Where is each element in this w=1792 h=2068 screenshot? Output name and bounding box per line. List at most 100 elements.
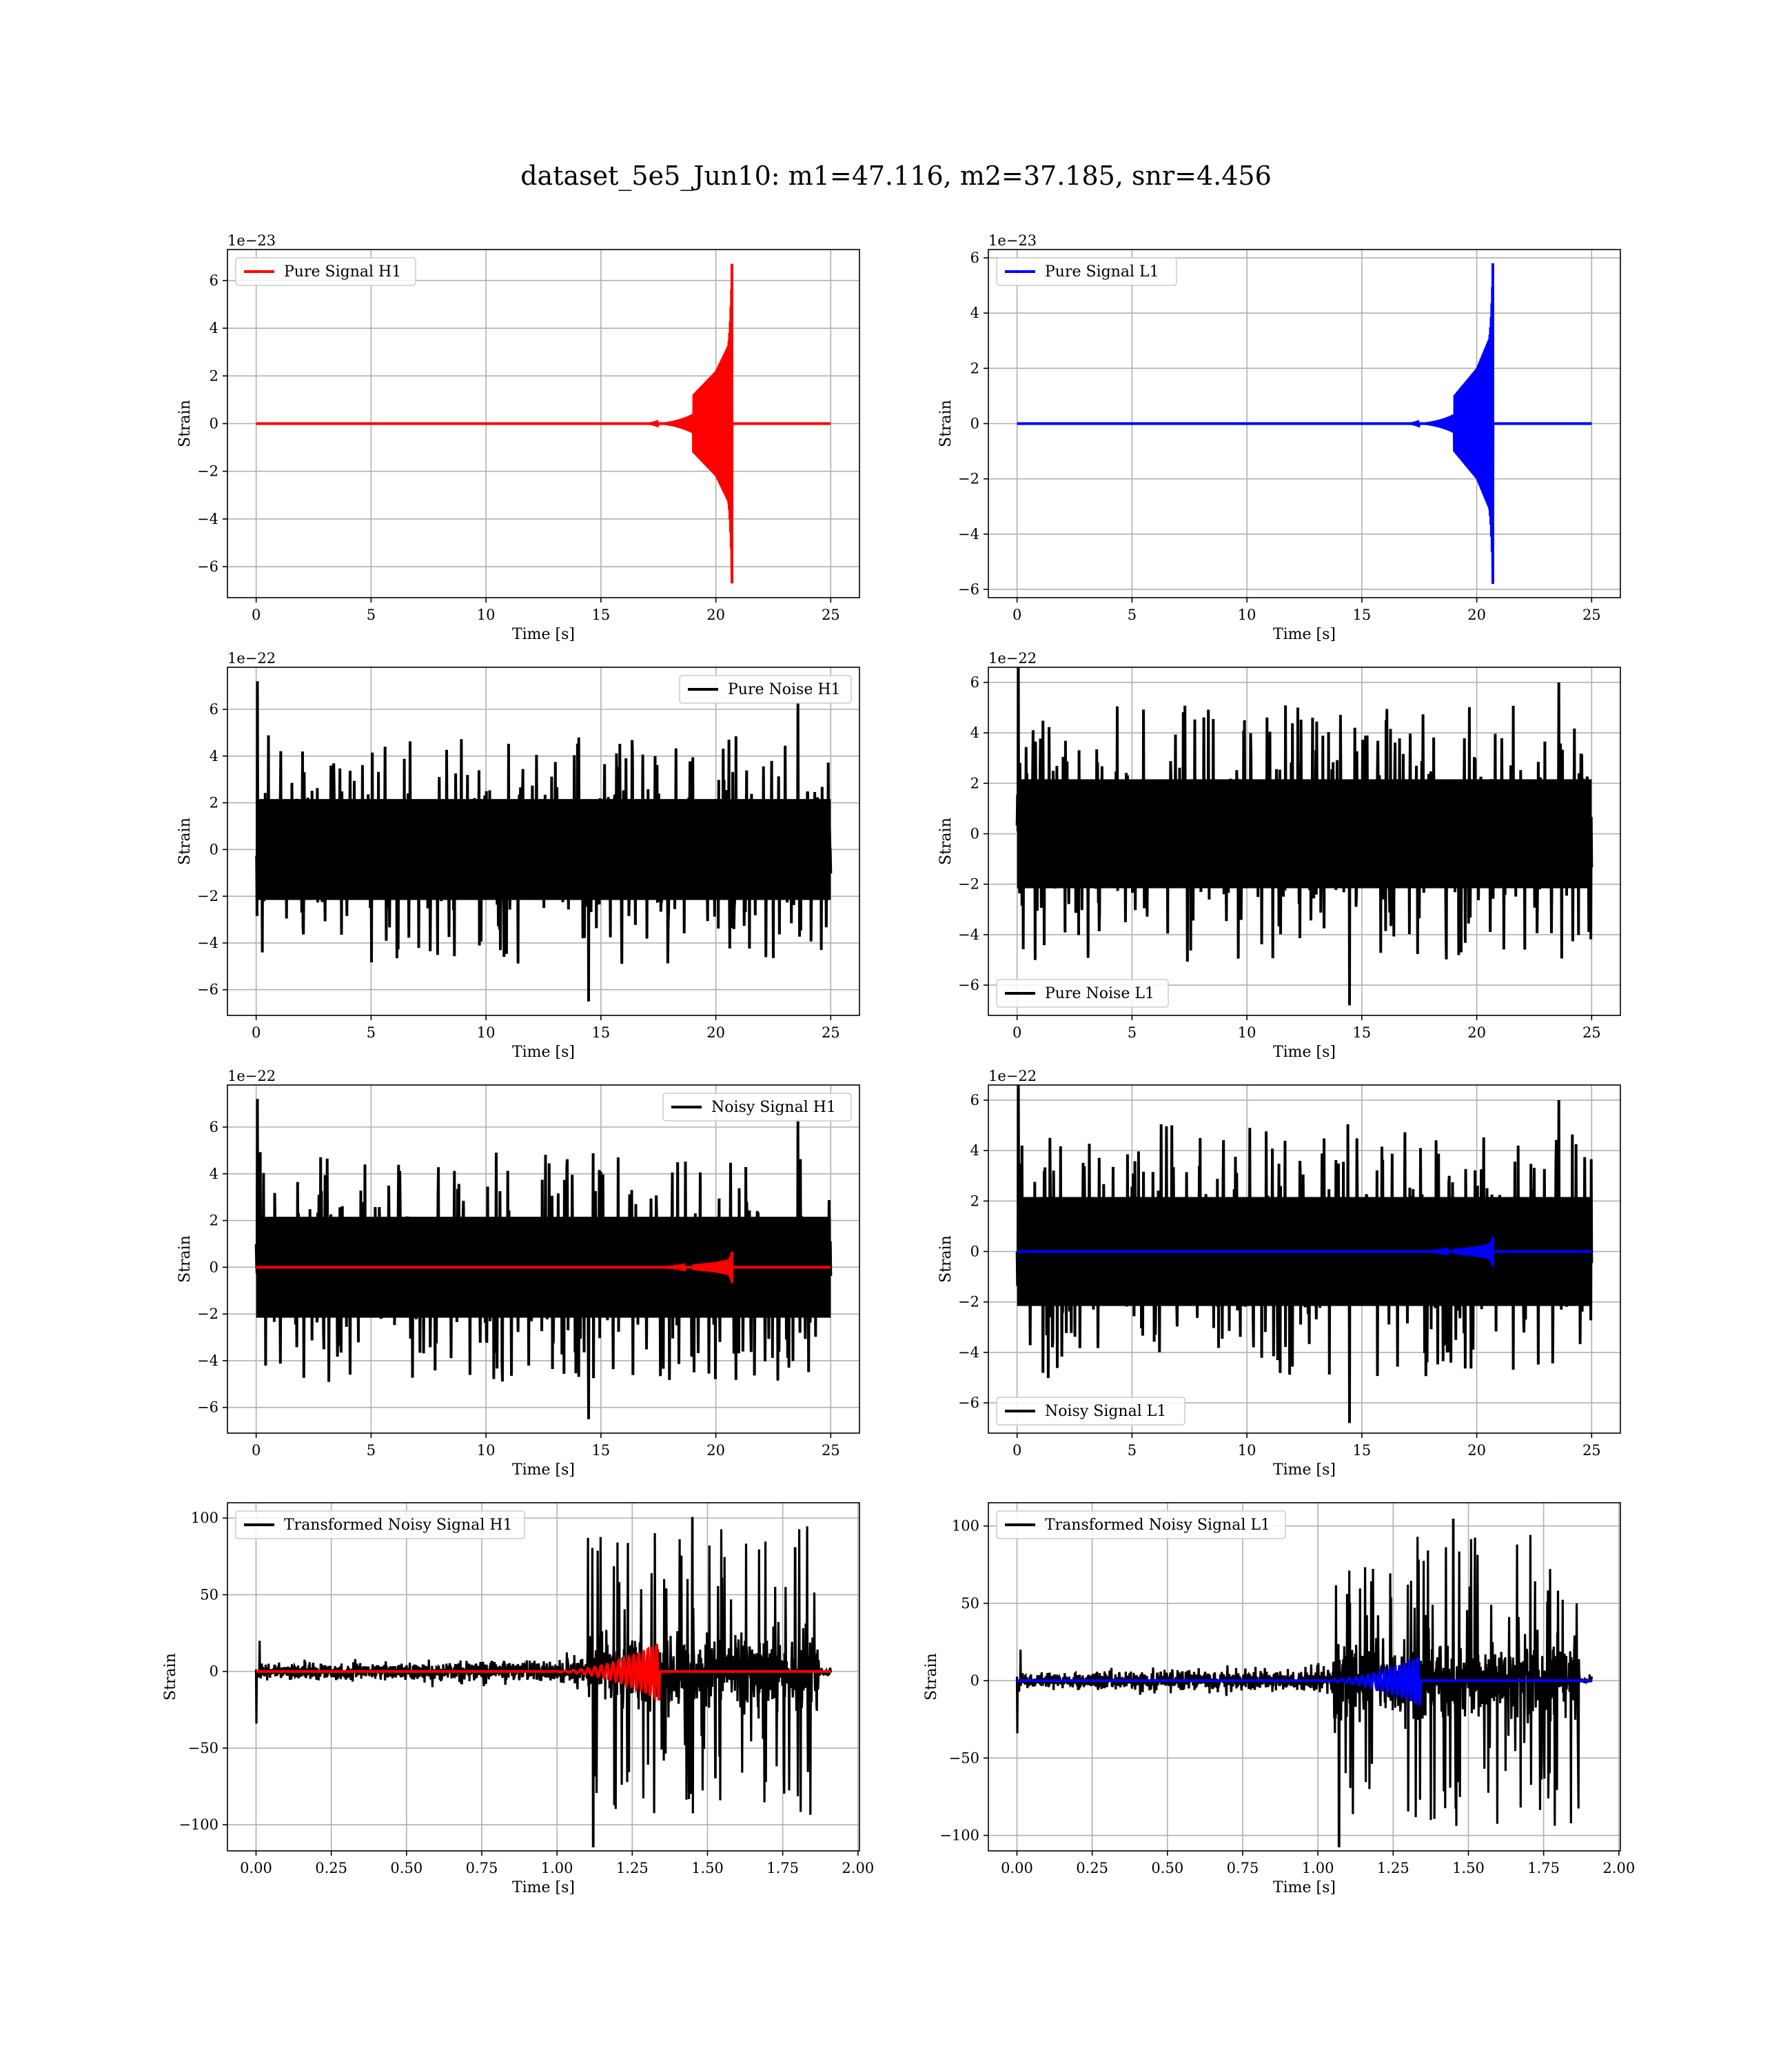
x-tick-label: 10 [1238, 1442, 1256, 1459]
y-offset-text: 1e−22 [227, 650, 276, 667]
legend-label: Pure Noise L1 [1045, 985, 1154, 1002]
x-tick-label: 2.00 [1602, 1860, 1635, 1876]
y-axis-label: Strain [923, 1653, 940, 1701]
x-tick-label: 25 [1582, 1024, 1601, 1041]
legend-label: Transformed Noisy Signal L1 [1045, 1517, 1270, 1534]
x-tick-label: 0.25 [315, 1860, 347, 1876]
plot-area [254, 1517, 833, 1847]
y-axis-label: Strain [176, 1235, 194, 1283]
y-tick-label: 2 [210, 367, 218, 384]
legend-box [996, 1510, 1286, 1539]
subplot-pure-signal-l1: 0 5 10 15 20 25 −6 −4 −2 0 2 4 6 Time [s] Strain 1e−23 P… [937, 232, 1621, 643]
y-tick-label: 4 [210, 320, 218, 336]
figure-suptitle: dataset_5e5_Jun10: m1=47.116, m2=37.185,… [520, 161, 1272, 192]
legend-label: Noisy Signal H1 [711, 1099, 836, 1116]
axes-frame [988, 1502, 1621, 1852]
y-tick-label: −2 [958, 876, 979, 893]
x-axis-label: Time [s] [1273, 1879, 1336, 1896]
x-tick-label: 1.00 [541, 1860, 573, 1876]
y-axis-label: Strain [937, 1235, 955, 1283]
x-tick-label: 15 [591, 1442, 610, 1459]
y-tick-label: −4 [197, 1352, 218, 1369]
x-tick-label: 1.50 [691, 1860, 724, 1876]
x-tick-label: 1.50 [1452, 1860, 1485, 1876]
x-tick-label: 1.25 [1377, 1860, 1409, 1876]
x-tick-label: 20 [706, 1442, 725, 1459]
y-tick-label: −6 [958, 581, 979, 598]
x-tick-label: 20 [1467, 1442, 1486, 1459]
subplot-transformed-noisy-signal-h1: 0.00 0.25 0.50 0.75 1.00 1.25 1.50 1.75 2.00 −100… [162, 1502, 874, 1896]
x-tick-label: 10 [477, 607, 496, 623]
x-tick-label: 0.00 [240, 1860, 272, 1876]
y-tick-label: 4 [970, 724, 979, 741]
x-tick-label: 25 [822, 1024, 840, 1041]
x-tick-label: 10 [477, 1024, 496, 1041]
plot-area [1017, 263, 1592, 585]
legend: Transformed Noisy Signal L1 [996, 1510, 1286, 1539]
legend: Pure Noise L1 [996, 979, 1169, 1008]
y-tick-label: 50 [200, 1586, 218, 1603]
y-tick-label: 0 [210, 841, 218, 858]
x-tick-label: 15 [591, 1024, 610, 1041]
x-tick-label: 10 [1238, 607, 1256, 623]
y-tick-label: 2 [970, 360, 979, 376]
legend-box [996, 257, 1177, 286]
x-axis-label: Time [s] [512, 626, 575, 643]
y-tick-label: 0 [970, 1672, 979, 1689]
plot-area [254, 1099, 833, 1419]
y-tick-label: −6 [197, 1399, 218, 1416]
legend-label: Pure Signal H1 [284, 263, 401, 281]
axes-frame [227, 667, 860, 1016]
y-axis-label: Strain [162, 1653, 179, 1701]
y-tick-label: 4 [970, 305, 979, 321]
x-axis-label: Time [s] [512, 1461, 575, 1479]
y-tick-label: −2 [958, 1294, 979, 1310]
y-tick-label: 4 [210, 748, 218, 764]
x-axis-label: Time [s] [512, 1879, 575, 1896]
axes-frame [988, 1084, 1621, 1434]
legend-box [679, 675, 852, 704]
x-tick-label: 5 [1128, 607, 1137, 623]
x-tick-label: 20 [706, 607, 725, 623]
x-tick-label: 1.75 [766, 1860, 799, 1876]
y-tick-label: −50 [188, 1740, 218, 1756]
y-tick-label: 6 [970, 674, 979, 691]
plot-area [1015, 667, 1594, 1006]
y-tick-label: 4 [210, 1166, 218, 1182]
x-tick-label: 10 [1238, 1024, 1256, 1041]
x-tick-label: 20 [1467, 1024, 1486, 1041]
series-line [256, 1643, 831, 1702]
y-tick-label: 6 [970, 1092, 979, 1108]
y-tick-label: 0 [210, 1663, 218, 1680]
x-tick-label: 20 [1467, 607, 1486, 623]
x-tick-label: 15 [1352, 1024, 1371, 1041]
legend-box [235, 1510, 525, 1539]
y-tick-label: −50 [949, 1750, 979, 1766]
y-tick-label: 4 [970, 1142, 979, 1159]
legend-label: Noisy Signal L1 [1045, 1403, 1166, 1420]
subplot-noisy-signal-h1: 0 5 10 15 20 25 −6 −4 −2 0 2 4 6 Time [s] Strain 1e−22 N… [176, 1068, 860, 1479]
x-axis-label: Time [s] [512, 1044, 575, 1061]
x-tick-label: 0 [1012, 1442, 1021, 1459]
x-tick-label: 20 [706, 1024, 725, 1041]
legend-box [996, 979, 1169, 1008]
y-tick-label: −2 [958, 471, 979, 487]
series-line [1017, 1657, 1592, 1707]
series-band [256, 799, 831, 900]
x-tick-label: 2.00 [842, 1860, 874, 1876]
y-tick-label: −6 [197, 982, 218, 998]
x-tick-label: 0 [1012, 1024, 1021, 1041]
x-tick-label: 1.75 [1527, 1860, 1560, 1876]
y-tick-label: 6 [210, 1119, 218, 1135]
y-tick-label: 2 [210, 1213, 218, 1229]
axes-frame [227, 1084, 860, 1434]
y-tick-label: 0 [970, 1244, 979, 1260]
series-band [1017, 779, 1592, 889]
y-offset-text: 1e−22 [988, 1068, 1037, 1084]
x-tick-label: 0 [252, 607, 261, 623]
legend: Noisy Signal L1 [996, 1397, 1185, 1426]
y-offset-text: 1e−22 [988, 650, 1037, 667]
y-axis-label: Strain [937, 400, 955, 447]
y-axis-label: Strain [937, 818, 955, 865]
